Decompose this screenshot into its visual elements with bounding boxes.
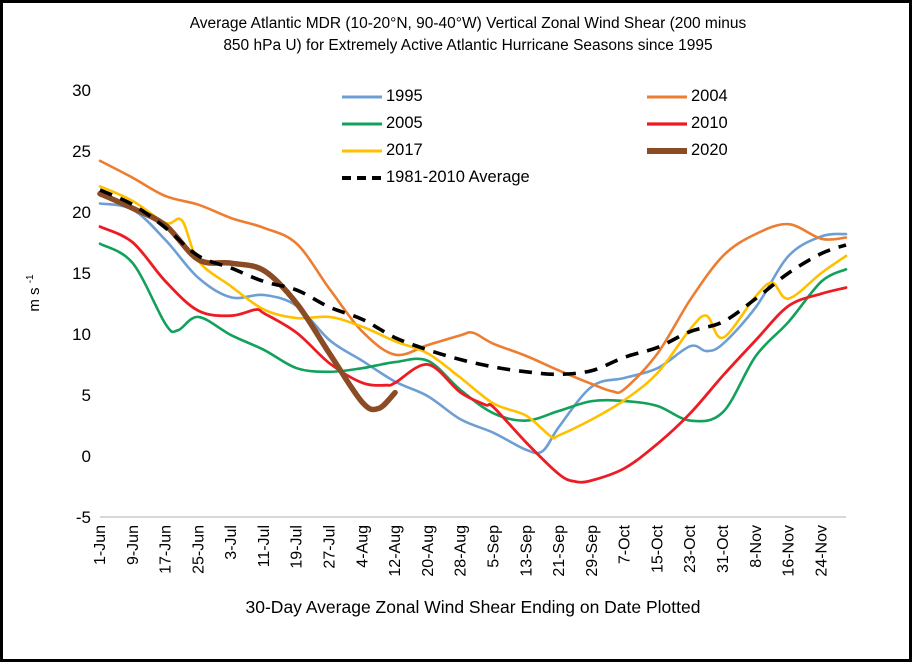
x-tick-label: 15-Oct <box>649 524 666 573</box>
chart-title: Average Atlantic MDR (10-20°N, 90-40°W) … <box>73 13 863 57</box>
legend-item-2010: 2010 <box>646 110 728 137</box>
x-tick-label: 11-Jul <box>256 525 273 567</box>
legend-item-2005: 2005 <box>341 110 530 137</box>
legend-swatch <box>342 175 382 180</box>
x-tick-label: 9-Jun <box>125 525 142 565</box>
legend-item-1981-2010-average: 1981-2010 Average <box>341 164 530 191</box>
chart-plot-area: 30 25 20 15 10 5 0 -51-Jun 9-Jun 17-Jun 25-Jun 3-Ju… <box>72 81 848 577</box>
series-line-2020 <box>97 190 398 413</box>
x-tick-label: 19-Jul <box>289 525 306 569</box>
x-tick-label: 5-Sep <box>485 525 502 568</box>
y-tick-label: 5 <box>82 386 91 405</box>
legend-swatch <box>342 94 382 99</box>
series-line-2017 <box>98 185 848 440</box>
x-tick-label: 24-Nov <box>813 525 830 577</box>
y-tick-label: 10 <box>72 325 91 344</box>
x-tick-label: 20-Aug <box>420 525 437 577</box>
x-axis-title: 30-Day Average Zonal Wind Shear Ending o… <box>245 597 701 617</box>
series-line-2004 <box>98 159 848 395</box>
chart-legend-column-2: 2004 2010 2020 <box>646 83 728 164</box>
legend-swatch <box>342 148 382 153</box>
y-axis-unit-exponent: -1 <box>25 274 36 284</box>
x-tick-label: 21-Sep <box>551 525 568 577</box>
legend-swatch <box>647 94 687 99</box>
y-tick-label: -5 <box>76 508 91 527</box>
x-tick-label: 4-Aug <box>354 525 371 568</box>
legend-swatch <box>342 121 382 126</box>
x-tick-label: 29-Sep <box>584 525 601 577</box>
x-tick-label: 27-Jul <box>322 525 339 569</box>
legend-label: 1981-2010 Average <box>386 168 530 186</box>
y-tick-label: 30 <box>72 81 91 100</box>
x-tick-label: 25-Jun <box>190 525 207 574</box>
x-tick-label: 17-Jun <box>158 525 175 574</box>
y-axis-unit: m s <box>26 287 43 312</box>
legend-swatch <box>647 147 687 154</box>
series-line-1981-2010-average <box>99 188 847 377</box>
x-tick-label: 13-Sep <box>518 525 535 577</box>
legend-item-2017: 2017 <box>341 137 530 164</box>
x-tick-label: 1-Jun <box>92 525 109 565</box>
y-tick-label: 25 <box>72 142 91 161</box>
series-line-2010 <box>98 225 848 484</box>
legend-label: 2020 <box>691 141 728 159</box>
y-tick-label: 0 <box>82 447 91 466</box>
x-tick-label: 16-Nov <box>781 525 798 577</box>
chart-title-line2: 850 hPa U) for Extremely Active Atlantic… <box>223 37 713 54</box>
series-line-2005 <box>98 242 848 423</box>
legend-item-2004: 2004 <box>646 83 728 110</box>
legend-label: 1995 <box>386 87 423 105</box>
legend-label: 2017 <box>386 141 423 159</box>
series-line-1995 <box>98 202 848 455</box>
legend-item-1995: 1995 <box>341 83 530 110</box>
legend-label: 2004 <box>691 87 728 105</box>
x-tick-label: 7-Oct <box>617 524 634 564</box>
legend-label: 2010 <box>691 114 728 132</box>
x-tick-label: 8-Nov <box>748 525 765 568</box>
x-tick-label: 28-Aug <box>453 525 470 577</box>
x-tick-label: 23-Oct <box>682 524 699 573</box>
chart-legend-column-1: 1995 2005 2017 1981-2010 Average <box>341 83 530 191</box>
y-tick-label: 15 <box>72 264 91 283</box>
x-tick-label: 12-Aug <box>387 525 404 577</box>
legend-item-2020: 2020 <box>646 137 728 164</box>
legend-label: 2005 <box>386 114 423 132</box>
legend-swatch <box>647 121 687 126</box>
x-tick-label: 3-Jul <box>223 525 240 560</box>
y-axis-title: m s -1 <box>25 238 45 348</box>
y-tick-label: 20 <box>72 203 91 222</box>
chart-title-line1: Average Atlantic MDR (10-20°N, 90-40°W) … <box>189 15 747 32</box>
x-tick-label: 31-Oct <box>715 524 732 573</box>
